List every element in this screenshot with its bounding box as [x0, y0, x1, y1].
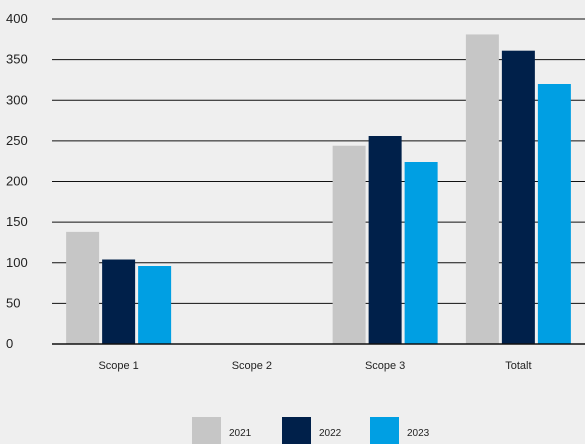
y-tick-label: 400 [6, 11, 28, 26]
bar-2023-totalt [537, 84, 571, 344]
y-tick-label: 150 [6, 214, 28, 229]
bar-2021-scope-3 [332, 145, 366, 344]
y-tick-label: 250 [6, 133, 28, 148]
axes: 0 50 100 150 200 250 300 350 400 Scope 1 Scope 2 Sc… [6, 11, 585, 372]
legend-swatch-2023 [370, 417, 399, 444]
legend-label-2022: 2022 [319, 428, 342, 439]
y-tick-label: 0 [6, 336, 13, 351]
legend-label-2023: 2023 [407, 428, 430, 439]
legend-swatch-2021 [192, 417, 221, 444]
bar-2022-totalt [501, 50, 535, 344]
x-category-label: Totalt [505, 360, 531, 372]
x-category-label: Scope 2 [232, 360, 272, 372]
bar-2022-scope-1 [102, 259, 136, 344]
y-tick-label: 100 [6, 255, 28, 270]
bars [66, 34, 571, 344]
bar-2023-scope-1 [138, 266, 172, 344]
legend-label-2021: 2021 [229, 428, 252, 439]
bar-2021-scope-1 [66, 231, 100, 344]
x-category-label: Scope 3 [365, 360, 405, 372]
legend: 2021 2022 2023 [192, 417, 430, 444]
gridlines [52, 18, 585, 304]
x-category-label: Scope 1 [98, 360, 138, 372]
y-tick-label: 200 [6, 174, 28, 189]
legend-swatch-2022 [282, 417, 311, 444]
y-tick-label: 300 [6, 92, 28, 107]
bar-2021-totalt [465, 34, 499, 344]
y-tick-label: 50 [6, 295, 20, 310]
y-tick-label: 350 [6, 52, 28, 67]
bar-2023-scope-3 [404, 162, 438, 344]
bar-2022-scope-3 [368, 136, 402, 344]
